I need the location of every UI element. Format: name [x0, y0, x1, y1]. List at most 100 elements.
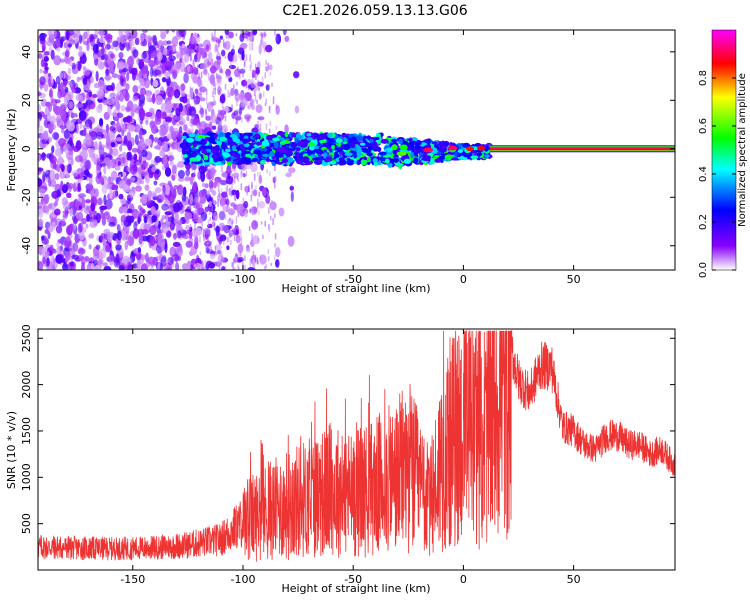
- spectrogram-noise-mark: [47, 226, 54, 233]
- spectrogram-streak-mark: [261, 33, 264, 39]
- spectrogram-streak-mark: [264, 266, 266, 270]
- spectrogram-noise-mark: [122, 206, 128, 214]
- spectrogram-noise-mark: [90, 202, 96, 212]
- spectrogram-noise-mark: [168, 50, 173, 61]
- spectrogram-streak-mark: [244, 255, 246, 261]
- spectrogram-signal-mark: [424, 144, 432, 149]
- spectrogram-streak-mark: [254, 73, 257, 78]
- spectrogram-streak-mark: [272, 96, 275, 105]
- spectrogram-streak-mark: [263, 48, 266, 53]
- spectrogram-noise-mark: [162, 47, 168, 56]
- spectrogram-noise-mark: [49, 244, 54, 252]
- spectrogram-streak-mark: [265, 264, 268, 269]
- spectrogram-noise-mark: [207, 101, 212, 113]
- spectrogram-streak-mark: [242, 73, 244, 78]
- spectrogram-noise-mark: [146, 35, 152, 44]
- spectrogram-streak-mark: [217, 56, 220, 63]
- spectrogram-noise-mark: [109, 148, 113, 155]
- spectrogram-streak-mark: [199, 236, 201, 243]
- spectrogram-noise-mark: [62, 184, 68, 194]
- spectrogram-noise-mark: [127, 125, 136, 132]
- spectrogram-noise-mark: [46, 136, 53, 143]
- spectrogram-noise-mark: [123, 219, 132, 227]
- spectrogram-signal-mark: [325, 156, 333, 162]
- spectrogram-streak-mark: [228, 235, 230, 243]
- spectrogram-noise-mark: [137, 213, 142, 222]
- spectrogram-noise-mark: [105, 244, 111, 253]
- spectrogram-streak-mark: [271, 200, 273, 205]
- spectrogram-signal-mark: [317, 154, 322, 158]
- spectrogram-streak-mark: [254, 221, 257, 227]
- spectrogram-noise-mark: [269, 201, 277, 211]
- spectrogram-noise-mark: [219, 35, 224, 40]
- spectrogram-signal-mark: [377, 133, 381, 138]
- spectrogram-streak-mark: [267, 256, 270, 262]
- spectrogram-noise-mark: [287, 235, 295, 247]
- colorbar-tick-label: 0.4: [698, 166, 709, 182]
- spectrogram-noise-mark: [124, 91, 130, 102]
- spectrogram-noise-mark: [78, 45, 83, 51]
- spectrogram-noise-mark: [161, 141, 169, 151]
- spectrogram-noise-mark: [54, 99, 61, 104]
- spectrogram-noise-mark: [120, 214, 127, 223]
- spectrogram-streak-mark: [207, 72, 210, 81]
- spectrogram-signal-mark: [290, 141, 298, 148]
- spectrogram-streak-mark: [191, 238, 193, 246]
- spectrogram-streak-mark: [240, 172, 243, 178]
- spectrogram-noise-mark: [52, 162, 57, 169]
- spectrogram-streak-mark: [190, 55, 192, 61]
- spectrogram-noise-mark: [67, 30, 75, 36]
- spectrogram-streak-mark: [217, 199, 219, 207]
- spectrogram-signal-mark: [346, 159, 355, 164]
- spectrogram-noise-mark: [172, 241, 181, 247]
- spectrogram-noise-mark: [278, 207, 285, 217]
- spectrogram-streak-mark: [254, 254, 257, 262]
- spectrogram-streak-mark: [214, 87, 216, 95]
- spectrogram-streak-mark: [261, 76, 264, 82]
- spectrogram-noise-mark: [69, 223, 74, 231]
- spectrogram-streak-mark: [195, 40, 197, 49]
- spectrogram-noise-mark: [77, 247, 86, 255]
- spectrogram-noise-mark: [70, 112, 75, 119]
- spectrogram-signal-mark: [356, 150, 362, 158]
- spectrogram-noise-mark: [157, 198, 162, 203]
- spectrogram-signal-mark: [470, 155, 479, 160]
- spectrogram-noise-mark: [124, 106, 132, 112]
- spectrogram-streak-mark: [217, 38, 219, 47]
- colorbar-label: Normalized spectral amplitude: [737, 73, 748, 227]
- spectrogram-noise-mark: [40, 59, 46, 68]
- spectrogram-noise-mark: [132, 228, 140, 240]
- spectrogram-streak-mark: [236, 176, 239, 180]
- spectrogram-signal-mark: [253, 149, 262, 155]
- spectrogram-noise-mark: [112, 123, 120, 128]
- spectrogram-streak-mark: [216, 72, 218, 78]
- spectrogram-noise-mark: [38, 104, 42, 112]
- spectrogram-signal-mark: [281, 158, 289, 164]
- spectrogram-noise-mark: [106, 96, 115, 106]
- spectrogram-streak-mark: [208, 165, 211, 170]
- spectrogram-streak-mark: [268, 84, 271, 89]
- spectrogram-noise-mark: [64, 251, 72, 261]
- spectrogram-streak-mark: [231, 224, 233, 229]
- spectrogram-streak-mark: [188, 94, 190, 100]
- spectrogram-noise-mark: [85, 199, 92, 204]
- spectrogram-streak-mark: [234, 168, 236, 172]
- spectrogram-noise-mark: [98, 30, 106, 36]
- spectrogram-noise-mark: [120, 248, 124, 255]
- snr-panel: -150 -100 -50 0 50 500 1000 1500 2000 2500 Heigh…: [5, 324, 676, 595]
- spectrogram-signal-mark: [390, 138, 398, 143]
- spectrogram-noise-mark: [161, 62, 166, 74]
- spectrogram-streak-mark: [251, 190, 253, 196]
- spectrogram-streak-mark: [273, 180, 276, 189]
- spectrogram-noise-mark: [44, 250, 50, 259]
- spectrogram-noise-mark: [275, 259, 280, 268]
- spectrogram-noise-mark: [98, 140, 103, 150]
- spectrogram-noise-mark: [230, 48, 235, 56]
- spectrogram-noise-mark: [124, 240, 129, 251]
- spectrogram-noise-mark: [101, 45, 105, 56]
- spectrogram-noise-mark: [47, 203, 53, 209]
- spectrogram-noise-mark: [137, 247, 142, 254]
- spectrogram-noise-mark: [85, 99, 94, 106]
- spectrogram-streak-mark: [244, 264, 246, 270]
- spectrogram-noise-mark: [156, 51, 163, 62]
